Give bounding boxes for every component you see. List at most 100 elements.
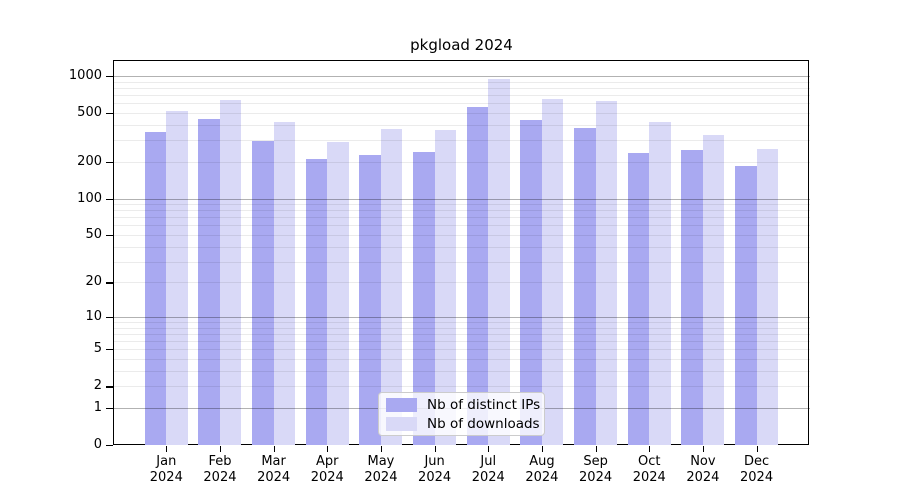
plot-area-border — [113, 60, 809, 445]
x-tick-label: Nov 2024 — [676, 454, 730, 486]
gridline-minor — [113, 333, 810, 335]
gridline-minor — [113, 210, 810, 212]
legend-swatch — [386, 397, 417, 412]
legend-swatch — [386, 416, 417, 431]
y-tick — [105, 198, 113, 200]
x-tick-label: Mar 2024 — [247, 454, 301, 486]
bar-downloads-jan — [166, 111, 188, 445]
bar-distinct-ips-mar — [252, 141, 274, 445]
x-tick — [541, 445, 544, 452]
gridline-minor — [113, 370, 810, 372]
y-tick — [105, 316, 113, 319]
bar-distinct-ips-feb — [198, 119, 220, 445]
legend-item: Nb of distinct IPs — [386, 397, 544, 413]
x-tick-year: 2024 — [418, 470, 452, 485]
bar-downloads-mar — [273, 122, 296, 445]
x-tick-label: Apr 2024 — [300, 454, 354, 486]
x-tick — [380, 445, 383, 452]
x-tick-month: Jul — [480, 454, 497, 469]
x-tick — [166, 445, 168, 452]
bar-distinct-ips-jan — [144, 131, 167, 445]
y-tick — [105, 445, 113, 447]
x-tick — [702, 445, 705, 452]
bar-distinct-ips-may — [359, 155, 381, 445]
y-tick — [105, 407, 113, 410]
gridline-minor — [113, 140, 810, 142]
bar-distinct-ips-dec — [735, 165, 757, 445]
x-tick-label: Jan 2024 — [139, 454, 193, 486]
gridline-minor — [113, 327, 810, 329]
bar-distinct-ips-nov — [681, 149, 703, 445]
y-tick-label: 500 — [77, 104, 102, 120]
x-tick — [273, 445, 275, 452]
x-tick — [434, 445, 436, 452]
bar-downloads-feb — [219, 99, 242, 445]
legend-label: Nb of downloads — [427, 415, 540, 432]
x-tick-label: Jun 2024 — [408, 454, 462, 486]
y-tick-label: 20 — [85, 274, 102, 290]
x-tick-month: Jan — [156, 454, 177, 469]
x-tick-label: Dec 2024 — [730, 454, 784, 486]
gridline-minor — [113, 95, 810, 97]
gridline-minor — [113, 282, 810, 284]
y-tick-label: 1000 — [68, 68, 102, 83]
gridline-minor — [113, 87, 810, 89]
y-tick — [105, 282, 113, 284]
bar-downloads-jun — [434, 130, 457, 445]
x-tick-month: May — [367, 454, 395, 469]
y-tick-label: 200 — [77, 153, 102, 169]
gridline-minor — [113, 261, 810, 263]
y-tick-label: 10 — [85, 308, 102, 324]
gridline-minor — [113, 204, 810, 206]
x-tick-month: Apr — [316, 454, 339, 469]
x-tick-label: Sep 2024 — [569, 454, 623, 486]
x-tick-label: Aug 2024 — [515, 454, 569, 486]
gridline-minor — [113, 359, 810, 361]
x-tick-year: 2024 — [686, 470, 720, 485]
y-tick — [105, 386, 113, 388]
x-tick-label: Jul 2024 — [461, 454, 515, 486]
gridline-minor — [113, 225, 810, 227]
x-tick-label: May 2024 — [354, 454, 408, 486]
x-tick-month: Nov — [690, 454, 716, 469]
x-tick — [595, 445, 597, 452]
y-tick — [105, 112, 113, 115]
bar-downloads-apr — [327, 141, 349, 445]
y-tick — [105, 349, 113, 351]
x-tick-year: 2024 — [257, 470, 291, 485]
bar-distinct-ips-jul — [466, 106, 489, 445]
y-tick-label: 50 — [85, 226, 102, 242]
y-tick-label: 100 — [77, 190, 102, 206]
x-tick-year: 2024 — [740, 470, 774, 485]
gridline-minor — [113, 103, 810, 105]
x-tick-year: 2024 — [310, 470, 344, 485]
y-tick — [105, 76, 113, 78]
x-tick-year: 2024 — [579, 470, 613, 485]
y-tick-label: 5 — [93, 341, 102, 357]
x-tick — [488, 445, 490, 452]
legend-label: Nb of distinct IPs — [427, 396, 541, 413]
bar-distinct-ips-jun — [413, 152, 435, 445]
bar-downloads-jul — [488, 79, 510, 445]
y-tick — [105, 161, 113, 163]
x-tick-year: 2024 — [364, 470, 398, 485]
gridline-major — [113, 76, 810, 77]
gridline-minor — [113, 124, 810, 126]
x-tick-month: Sep — [583, 454, 608, 469]
gridline-minor — [113, 234, 810, 236]
bar-downloads-oct — [649, 122, 671, 445]
gridline-minor — [113, 112, 810, 114]
x-tick-month: Jun — [424, 454, 445, 469]
gridline-minor — [113, 386, 810, 388]
gridline-minor — [113, 81, 810, 83]
x-tick-year: 2024 — [525, 470, 559, 485]
x-tick-label: Feb 2024 — [193, 454, 247, 486]
gridline-minor — [113, 217, 810, 219]
x-tick — [219, 445, 222, 452]
y-tick — [105, 234, 113, 237]
bar-distinct-ips-apr — [305, 159, 328, 445]
x-tick-year: 2024 — [149, 470, 183, 485]
gridline-minor — [113, 161, 810, 163]
x-tick-month: Oct — [637, 454, 661, 469]
x-tick-month: Aug — [529, 454, 555, 469]
